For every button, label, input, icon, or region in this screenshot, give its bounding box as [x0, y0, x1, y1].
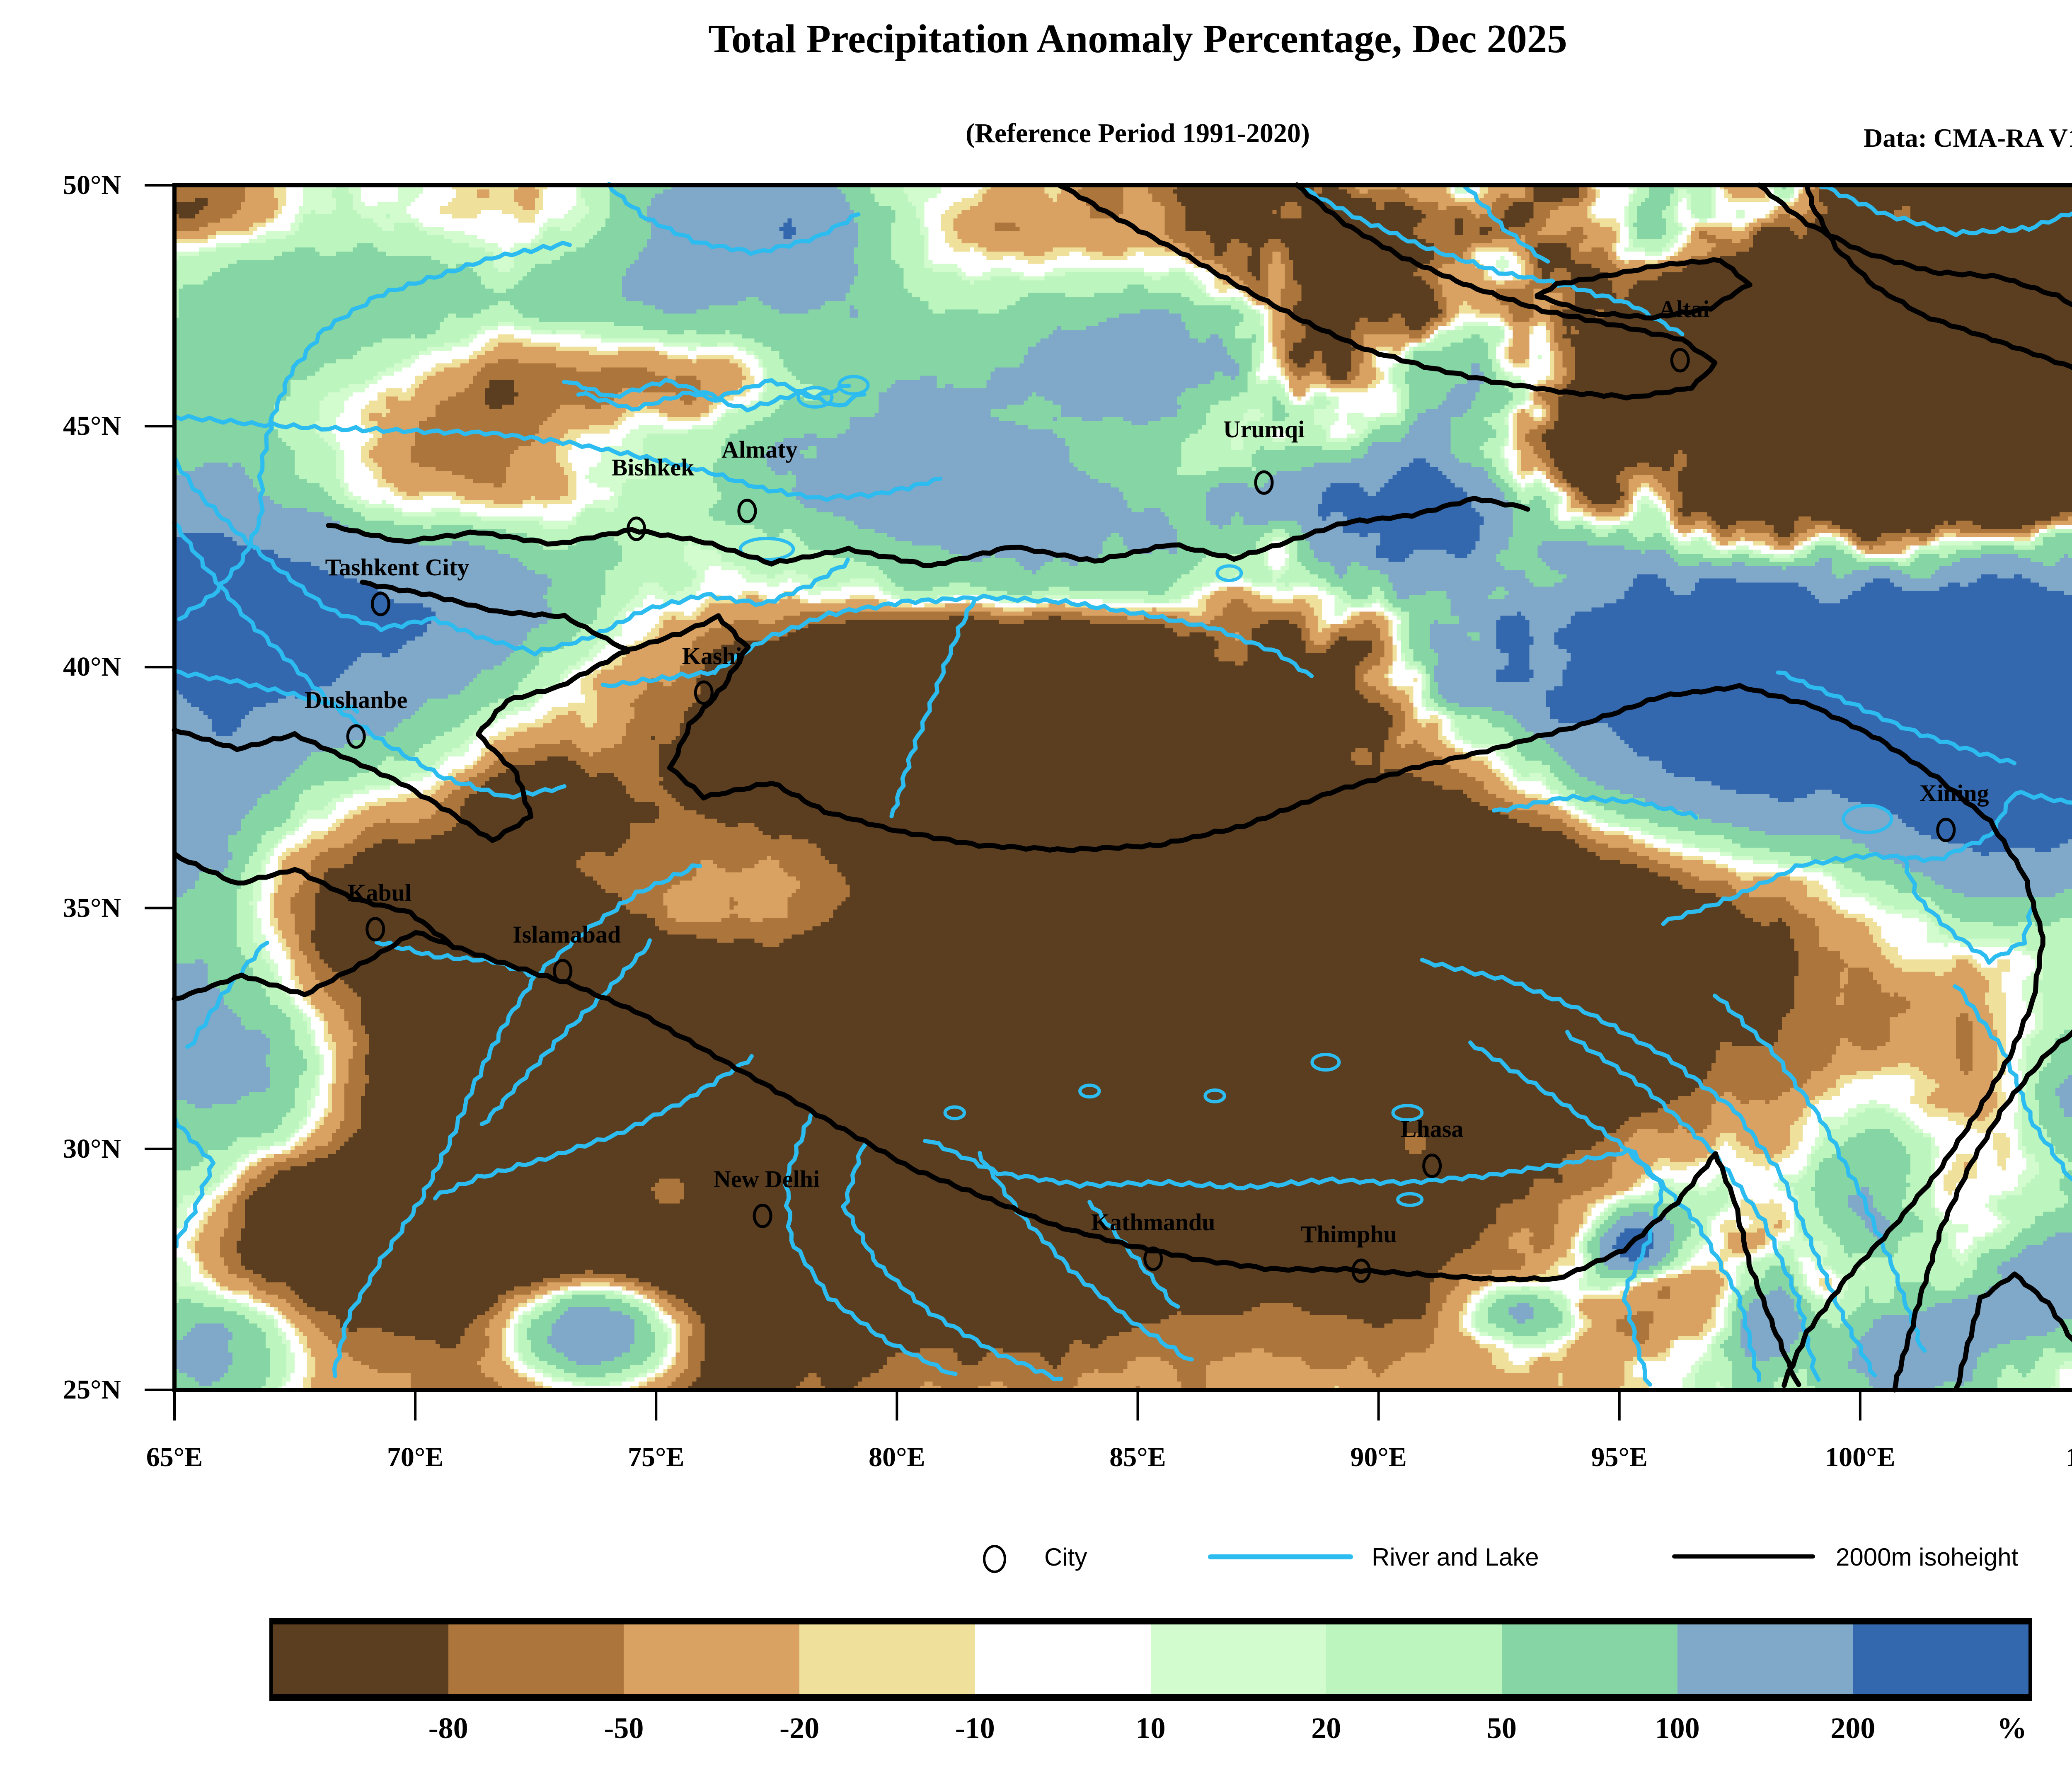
- legend-river-label: River and Lake: [1372, 1543, 1539, 1571]
- lon-tick-label: 75°E: [628, 1442, 685, 1472]
- colorbar-segment: [1853, 1624, 2029, 1694]
- city-label: Xining: [1919, 780, 1989, 807]
- colorbar-segment: [799, 1624, 975, 1694]
- city-label: Dushanbe: [305, 686, 408, 713]
- lat-tick-label: 40°N: [63, 652, 121, 682]
- lat-tick-label: 35°N: [63, 892, 121, 923]
- colorbar-segment: [975, 1624, 1151, 1694]
- city-label: New Delhi: [714, 1166, 820, 1193]
- city-label: Thimphu: [1300, 1220, 1397, 1248]
- city-label: Almaty: [721, 436, 798, 463]
- colorbar-tick-label: -10: [955, 1711, 995, 1745]
- lon-tick-label: 100°E: [1825, 1442, 1895, 1472]
- lon-tick-label: 90°E: [1350, 1442, 1407, 1472]
- colorbar-segment: [624, 1624, 800, 1694]
- colorbar-segment: [1501, 1624, 1677, 1694]
- colorbar: [269, 1618, 2032, 1701]
- data-source-label: Data: CMA-RA V1.5: [1864, 123, 2072, 153]
- colorbar-segment: [1326, 1624, 1502, 1694]
- colorbar-segment: [273, 1624, 448, 1694]
- lat-tick-label: 50°N: [63, 170, 121, 200]
- colorbar-tick-label: -50: [604, 1711, 644, 1745]
- lon-tick-label: 95°E: [1591, 1442, 1648, 1472]
- colorbar-segment: [1677, 1624, 1853, 1694]
- river-legend-icon: [1208, 1554, 1353, 1559]
- lon-tick-label: 80°E: [869, 1442, 925, 1472]
- lat-tick-label: 45°N: [63, 411, 121, 441]
- city-legend-icon: [983, 1545, 1006, 1573]
- colorbar-tick-label: 100: [1655, 1711, 1700, 1745]
- colorbar-tick-label: 20: [1311, 1711, 1341, 1745]
- legend-city-label: City: [1044, 1543, 1087, 1571]
- colorbar-tick-label: -80: [428, 1711, 468, 1745]
- page-title: Total Precipitation Anomaly Percentage, …: [708, 17, 1567, 61]
- city-label: Kashi: [682, 642, 742, 669]
- lon-tick-label: 105°E: [2018, 1442, 2072, 1473]
- lon-tick-label: 65°E: [146, 1442, 203, 1472]
- colorbar-unit-label: %: [1997, 1711, 2027, 1745]
- city-label: Islamabad: [513, 921, 621, 948]
- colorbar-segment: [1150, 1624, 1326, 1694]
- colorbar-tick-label: 10: [1135, 1711, 1166, 1745]
- legend-isoheight-label: 2000m isoheight: [1836, 1543, 2019, 1571]
- colorbar-tick-label: -20: [779, 1711, 820, 1745]
- page-subtitle: (Reference Period 1991-2020): [966, 118, 1310, 148]
- city-label: Kathmandu: [1091, 1208, 1215, 1236]
- city-label: Bishkek: [611, 453, 695, 481]
- city-label: Lhasa: [1400, 1115, 1464, 1143]
- city-label: Altai: [1658, 295, 1710, 322]
- city-label: Kabul: [347, 879, 412, 906]
- colorbar-tick-label: 50: [1486, 1711, 1517, 1745]
- lat-tick-label: 30°N: [63, 1133, 121, 1164]
- lon-tick-label: 70°E: [387, 1442, 444, 1472]
- lon-tick-label: 85°E: [1109, 1442, 1166, 1472]
- colorbar-segment: [448, 1624, 624, 1694]
- isoheight-legend-icon: [1672, 1554, 1815, 1559]
- city-label: Urumqi: [1223, 416, 1305, 443]
- city-label: Tashkent City: [325, 554, 470, 581]
- lat-tick-label: 25°N: [63, 1374, 121, 1405]
- colorbar-tick-label: 200: [1830, 1711, 1876, 1745]
